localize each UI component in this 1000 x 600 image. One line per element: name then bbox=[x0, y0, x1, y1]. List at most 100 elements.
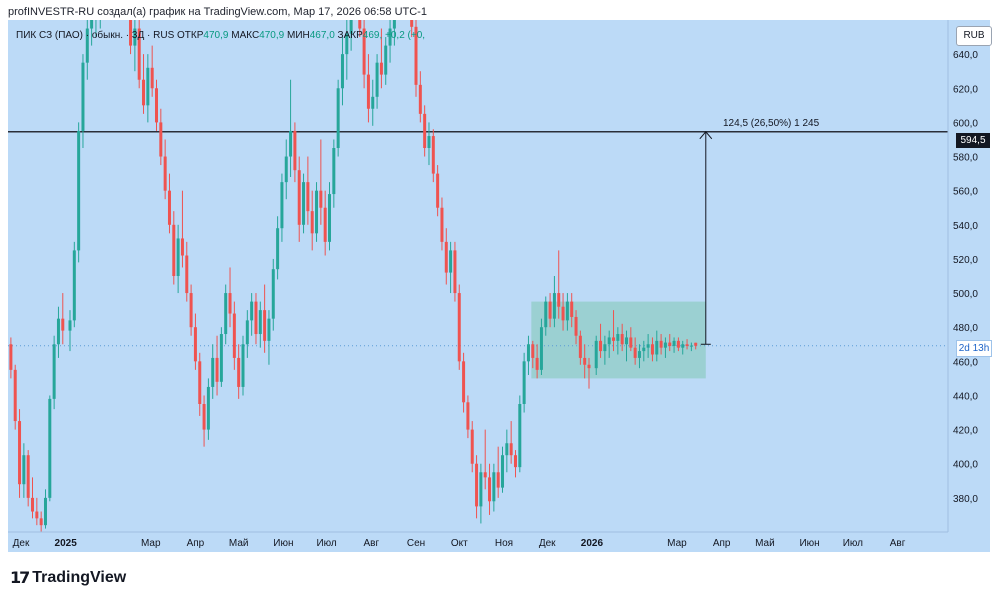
candle-body bbox=[336, 88, 340, 148]
candle-body bbox=[90, 20, 94, 29]
candle-body bbox=[612, 337, 616, 341]
candle-body bbox=[672, 340, 676, 346]
candle-body bbox=[685, 344, 689, 346]
candle-body bbox=[241, 344, 245, 387]
candle-body bbox=[189, 293, 193, 328]
candle-body bbox=[146, 67, 150, 106]
candle-body bbox=[379, 62, 383, 75]
candle-body bbox=[603, 344, 607, 352]
measure-arrow-head bbox=[699, 131, 713, 140]
candle-body bbox=[570, 301, 574, 317]
candle-body bbox=[453, 250, 457, 294]
candlestick-chart[interactable]: 380,0 400,0 420,0 440,0 460,0 480,0 500,0 520,0… bbox=[8, 20, 990, 552]
candle-body bbox=[297, 170, 301, 225]
candle-body bbox=[388, 28, 392, 46]
candle-body bbox=[215, 357, 219, 382]
candle-body bbox=[414, 26, 418, 85]
candle-body bbox=[154, 88, 158, 123]
candle-body bbox=[578, 335, 582, 358]
candle-body bbox=[150, 67, 154, 89]
candle-body bbox=[176, 238, 180, 276]
price-tick-label: 540,0 bbox=[953, 221, 978, 232]
candle-body bbox=[228, 293, 232, 314]
candle-body bbox=[470, 429, 474, 464]
candle-body bbox=[659, 340, 663, 348]
candle-body bbox=[13, 369, 17, 422]
candle-body bbox=[271, 269, 275, 319]
legend-change: +0,2 (+0, bbox=[385, 30, 426, 41]
candle-body bbox=[362, 28, 366, 75]
time-tick-label: Июл bbox=[843, 538, 863, 549]
time-tick-label: Дек bbox=[13, 538, 30, 549]
time-tick-label: Апр bbox=[713, 538, 731, 549]
candle-body bbox=[531, 344, 535, 358]
candle-body bbox=[254, 301, 258, 335]
candle-body bbox=[492, 472, 496, 502]
candle-body bbox=[466, 402, 470, 430]
candle-body bbox=[349, 20, 353, 34]
candle-body bbox=[284, 156, 288, 183]
candle-body bbox=[475, 463, 479, 507]
horizontal-level-price-label: 594,5 bbox=[956, 133, 990, 148]
candle-body bbox=[616, 334, 620, 341]
legend-low-value: 467,0 bbox=[309, 30, 335, 41]
price-tick-label: 620,0 bbox=[953, 84, 978, 95]
candle-body bbox=[258, 310, 262, 335]
tradingview-logo[interactable]: 17 TradingView bbox=[10, 568, 126, 587]
candle-body bbox=[501, 455, 505, 488]
time-tick-label: Авг bbox=[363, 538, 379, 549]
candle-body bbox=[522, 361, 526, 404]
price-tick-label: 460,0 bbox=[953, 357, 978, 368]
candle-body bbox=[133, 28, 137, 46]
candle-body bbox=[180, 238, 184, 256]
candle-body bbox=[18, 421, 22, 485]
time-tick-label: Апр bbox=[187, 538, 205, 549]
candle-body bbox=[68, 320, 72, 331]
price-tick-label: 520,0 bbox=[953, 255, 978, 266]
candle-body bbox=[345, 33, 349, 55]
candle-body bbox=[137, 28, 141, 80]
tradingview-logo-icon: 17 bbox=[10, 568, 30, 587]
time-tick-label: Май bbox=[229, 538, 249, 549]
candle-body bbox=[211, 357, 215, 387]
candle-body bbox=[535, 357, 539, 370]
candle-body bbox=[557, 293, 561, 307]
candle-body bbox=[431, 136, 435, 174]
candle-body bbox=[167, 190, 171, 225]
price-tick-label: 400,0 bbox=[953, 460, 978, 471]
candle-body bbox=[315, 190, 319, 234]
chart-legend: ПИК СЗ (ПАО) · обыкн. · 3Д · RUS ОТКР470… bbox=[16, 30, 425, 41]
candle-body bbox=[232, 313, 236, 358]
candle-body bbox=[56, 318, 60, 345]
legend-open-label: ОТКР bbox=[177, 30, 204, 41]
candle-body bbox=[552, 293, 556, 319]
candle-body bbox=[561, 306, 565, 321]
chart-attribution-header: profINVESTR-RU создал(а) график на Tradi… bbox=[8, 6, 427, 18]
tradingview-logo-text: TradingView bbox=[32, 568, 127, 586]
candle-body bbox=[594, 340, 598, 369]
candle-body bbox=[526, 344, 530, 362]
candle-body bbox=[193, 327, 197, 362]
candle-body bbox=[263, 310, 267, 341]
time-tick-label: Дек bbox=[539, 538, 556, 549]
legend-close-label: ЗАКР bbox=[337, 30, 363, 41]
candle-body bbox=[43, 497, 47, 526]
currency-button[interactable]: RUB bbox=[956, 26, 992, 46]
candle-body bbox=[587, 364, 591, 369]
candle-body bbox=[629, 337, 633, 348]
candle-body bbox=[26, 455, 30, 498]
time-tick-label: Май bbox=[755, 538, 775, 549]
time-tick-label: Мар bbox=[667, 538, 687, 549]
candle-body bbox=[483, 472, 487, 478]
time-tick-label: Мар bbox=[141, 538, 161, 549]
candle-body bbox=[375, 62, 379, 97]
candle-body bbox=[306, 182, 310, 212]
legend-low-label: МИН bbox=[286, 30, 310, 41]
candle-body bbox=[52, 344, 56, 399]
candle-body bbox=[676, 340, 680, 348]
candle-body bbox=[245, 320, 249, 345]
chart-frame[interactable]: 380,0 400,0 420,0 440,0 460,0 480,0 500,0 520,0… bbox=[8, 20, 992, 552]
candle-body bbox=[202, 404, 206, 430]
candle-body bbox=[185, 255, 189, 294]
candle-body bbox=[518, 404, 522, 468]
